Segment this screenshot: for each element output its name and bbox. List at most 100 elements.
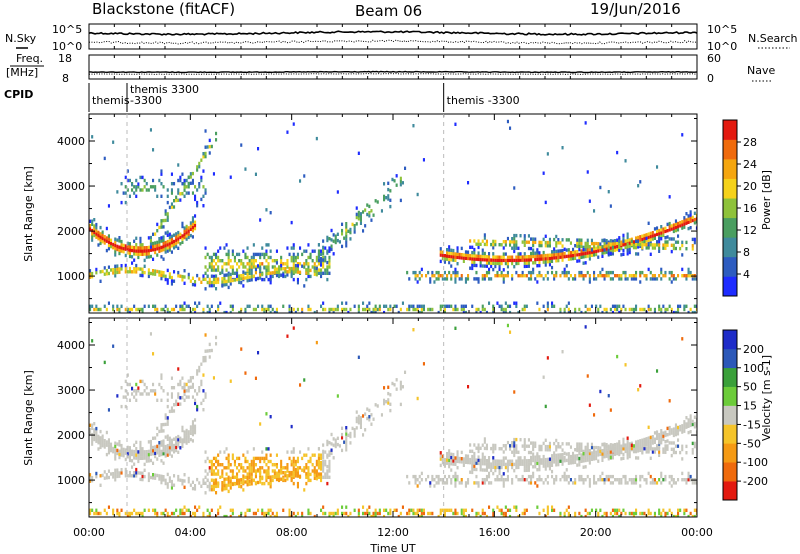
power-cell [674,222,677,226]
power-cell [158,270,161,274]
power-cell [674,277,677,281]
power-cell [126,270,129,274]
power-cell [156,222,159,227]
power-cell [555,270,558,275]
velocity-cell [278,469,281,473]
power-cell [511,261,514,266]
power-cell [544,253,547,258]
power-cell [324,255,327,260]
velocity-cell [662,434,665,438]
velocity-cell [677,425,680,430]
velocity-cell [523,456,526,460]
velocity-cell [576,445,579,449]
velocity-cell [614,508,617,512]
power-cell [227,262,230,266]
velocity-cell [189,437,192,442]
velocity-cell [164,508,167,512]
power-cell [225,279,228,284]
power-cell [586,238,589,242]
power-cell [618,239,621,243]
power-cell [143,178,146,183]
power-cell [168,205,171,210]
velocity-cell [542,441,545,446]
velocity-cell [519,459,522,463]
velocity-cell [183,485,186,489]
power-cell [607,242,610,246]
power-cell [389,307,392,312]
velocity-cell [664,447,667,451]
power-cell [479,261,482,265]
power-cell [588,245,591,249]
power-cell [647,238,650,243]
velocity-cell [305,472,308,476]
velocity-cell [639,442,642,446]
velocity-cell [668,508,671,512]
velocity-cell [540,458,543,462]
power-cell [492,261,495,265]
velocity-cell [410,508,413,512]
velocity-cell [624,474,627,479]
velocity-cell [506,459,509,463]
velocity-cell [162,478,165,482]
power-cell [391,177,394,182]
velocity-cell [674,444,677,448]
power-cell [177,163,180,167]
velocity-cell [126,392,129,396]
velocity-cell [664,511,667,516]
power-cell [664,246,667,250]
velocity-colorbar-swatch-2 [723,443,737,463]
velocity-cell [601,471,604,476]
velocity-cell [607,474,610,479]
power-cell [307,268,310,272]
power-cell [332,233,335,237]
power-cell [574,307,577,312]
power-cell [322,307,325,312]
velocity-cell [173,386,176,390]
velocity-cell [622,456,625,460]
velocity-cell [154,454,157,459]
velocity-cell [95,511,98,516]
power-cell [693,237,696,242]
power-cell [107,265,110,269]
velocity-cell [653,514,656,517]
power-cell [689,219,692,224]
velocity-cell [422,362,425,366]
power-cell [231,278,234,283]
velocity-cell [326,442,329,447]
power-colorbar-label-2: 12 [743,224,757,237]
velocity-cell [681,444,684,448]
velocity-cell [519,462,522,466]
velocity-colorbar-label-3: -15 [743,418,761,431]
power-cell [196,204,199,208]
velocity-cell [227,466,230,470]
power-cell [475,310,478,313]
velocity-cell [200,379,203,384]
power-cell [372,213,375,217]
velocity-cell [670,474,673,479]
power-cell [248,271,251,275]
power-cell [328,255,331,260]
velocity-cell [114,457,117,461]
power-cell [439,250,442,254]
velocity-cell [137,386,140,390]
power-cell [179,178,182,183]
velocity-cell [651,450,654,454]
power-cell [658,228,661,233]
power-cell [202,277,205,281]
velocity-cell [687,478,690,482]
velocity-cell [206,484,209,489]
velocity-cell [689,417,692,421]
velocity-cell [471,458,474,462]
power-cell [622,243,625,247]
velocity-cell [175,508,178,512]
velocity-cell [198,369,201,373]
velocity-cell [683,478,686,482]
velocity-cell [177,441,180,445]
velocity-cell [446,452,449,456]
velocity-cell [259,480,262,484]
velocity-cell [143,382,146,387]
power-cell [322,271,325,275]
power-cell [139,240,142,244]
velocity-cell [630,481,633,485]
velocity-cell [643,440,646,445]
